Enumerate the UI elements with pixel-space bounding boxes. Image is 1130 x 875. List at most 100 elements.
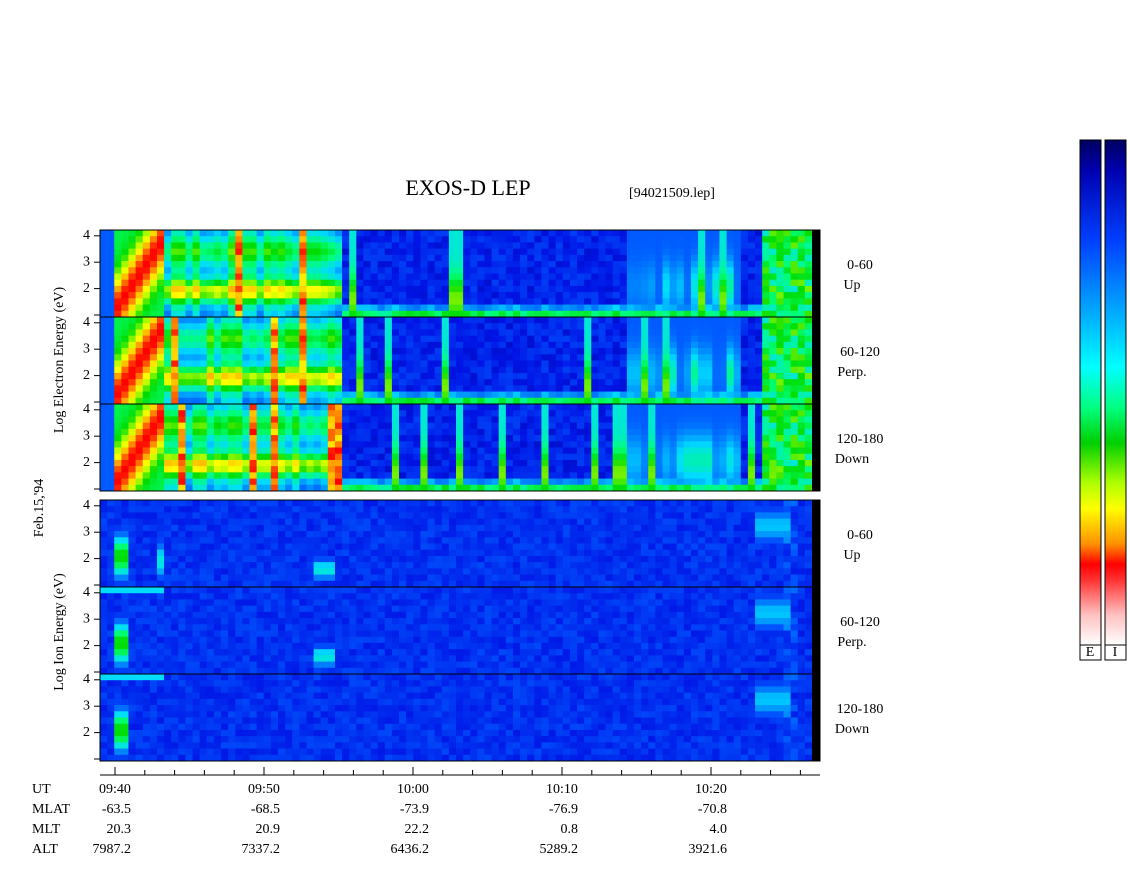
spectrogram-cell bbox=[242, 348, 250, 355]
spectrogram-cell bbox=[121, 273, 129, 281]
spectrogram-cell bbox=[121, 441, 129, 448]
spectrogram-cell bbox=[313, 279, 322, 287]
spectrogram-cell bbox=[242, 230, 250, 237]
spectrogram-cell bbox=[313, 524, 322, 532]
spectrogram-cell bbox=[135, 435, 144, 442]
spectrogram-cell bbox=[370, 422, 379, 430]
spectrogram-cell bbox=[690, 248, 699, 256]
spectrogram-cell bbox=[641, 236, 649, 243]
spectrogram-cell bbox=[156, 230, 165, 237]
spectrogram-cell bbox=[541, 472, 549, 479]
spectrogram-cell bbox=[356, 537, 364, 544]
spectrogram-cell bbox=[164, 422, 172, 430]
spectrogram-cell bbox=[491, 329, 500, 337]
spectrogram-cell bbox=[747, 329, 756, 337]
spectrogram-cell bbox=[128, 242, 136, 250]
spectrogram-cell bbox=[655, 329, 663, 337]
spectrogram-cell bbox=[306, 366, 314, 374]
spectrogram-cell bbox=[456, 506, 464, 513]
spectrogram-cell bbox=[470, 459, 478, 467]
spectrogram-cell bbox=[285, 236, 293, 243]
spectrogram-cell bbox=[498, 261, 507, 268]
spectrogram-cell bbox=[783, 298, 792, 305]
spectrogram-cell bbox=[747, 279, 756, 287]
spectrogram-cell bbox=[690, 254, 699, 262]
spectrogram-cell bbox=[107, 428, 115, 436]
spectrogram-cell bbox=[655, 279, 663, 287]
spectrogram-cell bbox=[306, 512, 314, 520]
spectrogram-cell bbox=[114, 500, 122, 507]
spectrogram-cell bbox=[363, 518, 371, 526]
spectrogram-cell bbox=[199, 341, 208, 349]
spectrogram-cell bbox=[776, 435, 784, 442]
spectrogram-cell bbox=[448, 304, 457, 312]
spectrogram-cell bbox=[712, 428, 720, 436]
spectrogram-cell bbox=[762, 323, 770, 330]
spectrogram-cell bbox=[228, 537, 236, 544]
spectrogram-cell bbox=[698, 292, 706, 299]
spectrogram-cell bbox=[278, 366, 286, 374]
spectrogram-cell bbox=[406, 285, 414, 293]
spectrogram-cell bbox=[797, 447, 806, 455]
spectrogram-cell bbox=[555, 466, 564, 473]
spectrogram-cell bbox=[228, 397, 236, 405]
spectrogram-cell bbox=[712, 323, 720, 330]
spectrogram-cell bbox=[641, 285, 649, 293]
spectrogram-cell bbox=[121, 500, 129, 507]
spectrogram-cell bbox=[370, 441, 379, 448]
spectrogram-cell bbox=[242, 273, 250, 281]
spectrogram-cell bbox=[755, 236, 763, 243]
spectrogram-cell bbox=[612, 248, 621, 256]
spectrogram-cell bbox=[320, 428, 329, 436]
spectrogram-cell bbox=[698, 459, 706, 467]
spectrogram-cell bbox=[505, 292, 514, 299]
spectrogram-cell bbox=[520, 248, 528, 256]
spectrogram-cell bbox=[612, 466, 621, 473]
spectrogram-cell bbox=[149, 248, 158, 256]
spectrogram-cell bbox=[334, 348, 343, 355]
spectrogram-cell bbox=[698, 261, 706, 268]
spectrogram-cell bbox=[221, 317, 229, 324]
spectrogram-cell bbox=[228, 385, 236, 392]
spectrogram-cell bbox=[491, 348, 500, 355]
spectrogram-cell bbox=[441, 555, 450, 563]
spectrogram-cell bbox=[591, 261, 599, 268]
spectrogram-cell bbox=[676, 292, 685, 299]
spectrogram-cell bbox=[726, 317, 735, 324]
spectrogram-cell bbox=[270, 410, 279, 417]
spectrogram-cell bbox=[285, 230, 293, 237]
spectrogram-cell bbox=[733, 360, 742, 368]
spectrogram-cell bbox=[221, 341, 229, 349]
spectrogram-cell bbox=[783, 484, 792, 492]
spectrogram-cell bbox=[626, 404, 635, 411]
spectrogram-cell bbox=[434, 279, 443, 287]
spectrogram-cell bbox=[299, 354, 307, 361]
spectrogram-cell bbox=[221, 254, 229, 262]
spectrogram-cell bbox=[192, 441, 201, 448]
spectrogram-cell bbox=[634, 459, 642, 467]
spectrogram-cell bbox=[477, 360, 485, 368]
spectrogram-cell bbox=[221, 472, 229, 479]
spectrogram-cell bbox=[747, 298, 756, 305]
spectrogram-cell bbox=[804, 304, 813, 312]
spectrogram-cell bbox=[334, 242, 343, 250]
spectrogram-cell bbox=[470, 391, 478, 399]
spectrogram-cell bbox=[463, 410, 471, 417]
spectrogram-cell bbox=[605, 422, 614, 430]
spectrogram-cell bbox=[156, 555, 165, 563]
spectrogram-cell bbox=[769, 310, 777, 318]
spectrogram-cell bbox=[562, 385, 571, 392]
spectrogram-cell bbox=[598, 484, 606, 492]
spectrogram-cell bbox=[192, 329, 201, 337]
spectrogram-cell bbox=[334, 466, 343, 473]
spectrogram-cell bbox=[320, 568, 329, 575]
spectrogram-cell bbox=[349, 254, 357, 262]
spectrogram-cell bbox=[171, 379, 179, 386]
spectrogram-cell bbox=[427, 416, 436, 424]
spectrogram-cell bbox=[391, 273, 400, 281]
spectrogram-cell bbox=[235, 317, 243, 324]
spectrogram-cell bbox=[790, 310, 799, 318]
spectrogram-cell bbox=[755, 466, 763, 473]
spectrogram-cell bbox=[292, 416, 300, 424]
spectrogram-cell bbox=[114, 524, 122, 532]
